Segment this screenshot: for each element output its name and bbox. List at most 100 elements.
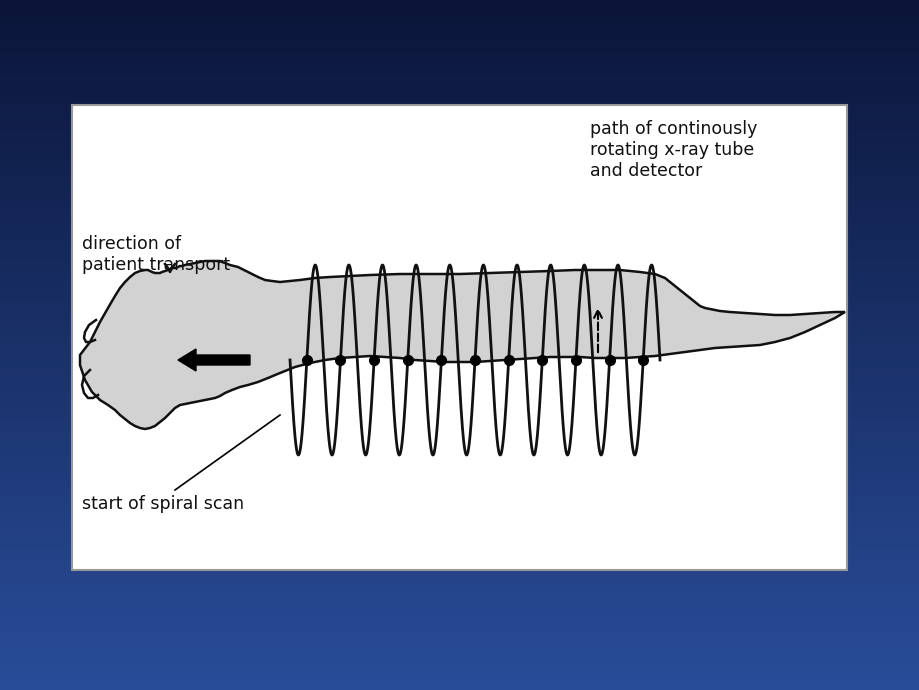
Bar [0, 677, 919, 678]
Bar [0, 364, 919, 365]
Bar [0, 598, 919, 599]
Bar [0, 547, 919, 548]
Bar [0, 449, 919, 450]
Bar [0, 256, 919, 257]
Bar [0, 646, 919, 647]
Bar [0, 375, 919, 376]
Bar [0, 311, 919, 312]
Bar [0, 91, 919, 92]
Bar [0, 59, 919, 60]
Bar [0, 503, 919, 504]
Bar [0, 513, 919, 514]
FancyArrow shape [177, 349, 250, 371]
Bar [0, 88, 919, 89]
Bar [0, 350, 919, 351]
Bar [0, 401, 919, 402]
Bar [0, 64, 919, 65]
Bar [0, 450, 919, 451]
Bar [0, 462, 919, 463]
Bar [0, 159, 919, 160]
Bar [0, 264, 919, 265]
Bar [0, 422, 919, 423]
Bar [0, 323, 919, 324]
Bar [0, 409, 919, 410]
Bar [0, 144, 919, 145]
Bar [0, 186, 919, 187]
Bar [0, 361, 919, 362]
Bar [0, 145, 919, 146]
Bar [0, 379, 919, 380]
Bar [0, 316, 919, 317]
Bar [0, 367, 919, 368]
Bar [0, 386, 919, 387]
Bar [0, 84, 919, 85]
Bar [0, 407, 919, 408]
Bar [0, 247, 919, 248]
Bar [0, 481, 919, 482]
Bar [0, 193, 919, 194]
Bar [0, 415, 919, 416]
Bar [0, 75, 919, 76]
Bar [0, 440, 919, 441]
Bar [0, 307, 919, 308]
Bar [0, 312, 919, 313]
Bar [0, 615, 919, 616]
Bar [0, 202, 919, 203]
Bar [0, 458, 919, 459]
Bar [0, 149, 919, 150]
Bar [0, 551, 919, 552]
Bar [0, 213, 919, 214]
Polygon shape [80, 261, 844, 429]
Bar [0, 212, 919, 213]
Bar [0, 177, 919, 178]
Bar [0, 296, 919, 297]
Bar [0, 35, 919, 36]
Bar [0, 555, 919, 556]
Bar [0, 12, 919, 13]
Bar [0, 595, 919, 596]
Bar [0, 299, 919, 300]
Bar [0, 430, 919, 431]
Bar [0, 634, 919, 635]
Bar [0, 163, 919, 164]
Bar [0, 58, 919, 59]
Bar [0, 393, 919, 394]
Bar [0, 164, 919, 165]
Bar [0, 275, 919, 276]
Bar [0, 49, 919, 50]
Bar [0, 645, 919, 646]
Bar [0, 633, 919, 634]
Bar [0, 258, 919, 259]
Bar [0, 522, 919, 523]
Bar [0, 549, 919, 550]
Bar [0, 424, 919, 425]
Bar [0, 61, 919, 62]
Bar [0, 680, 919, 681]
Bar [0, 515, 919, 516]
Bar [0, 627, 919, 628]
Bar [0, 34, 919, 35]
Bar [0, 580, 919, 581]
Bar [0, 169, 919, 170]
Bar [0, 69, 919, 70]
Bar [0, 208, 919, 209]
Bar [0, 222, 919, 223]
Bar [0, 573, 919, 574]
Bar [0, 237, 919, 238]
Bar [0, 653, 919, 654]
Bar [0, 378, 919, 379]
Bar [0, 394, 919, 395]
Bar [0, 43, 919, 44]
Bar [0, 85, 919, 86]
Bar [0, 138, 919, 139]
Bar [0, 618, 919, 619]
Bar [0, 585, 919, 586]
Bar [0, 484, 919, 485]
Bar [0, 327, 919, 328]
Bar [0, 624, 919, 625]
Bar [0, 337, 919, 338]
Bar [0, 133, 919, 134]
Bar [0, 498, 919, 499]
Bar [0, 689, 919, 690]
Bar [0, 527, 919, 528]
